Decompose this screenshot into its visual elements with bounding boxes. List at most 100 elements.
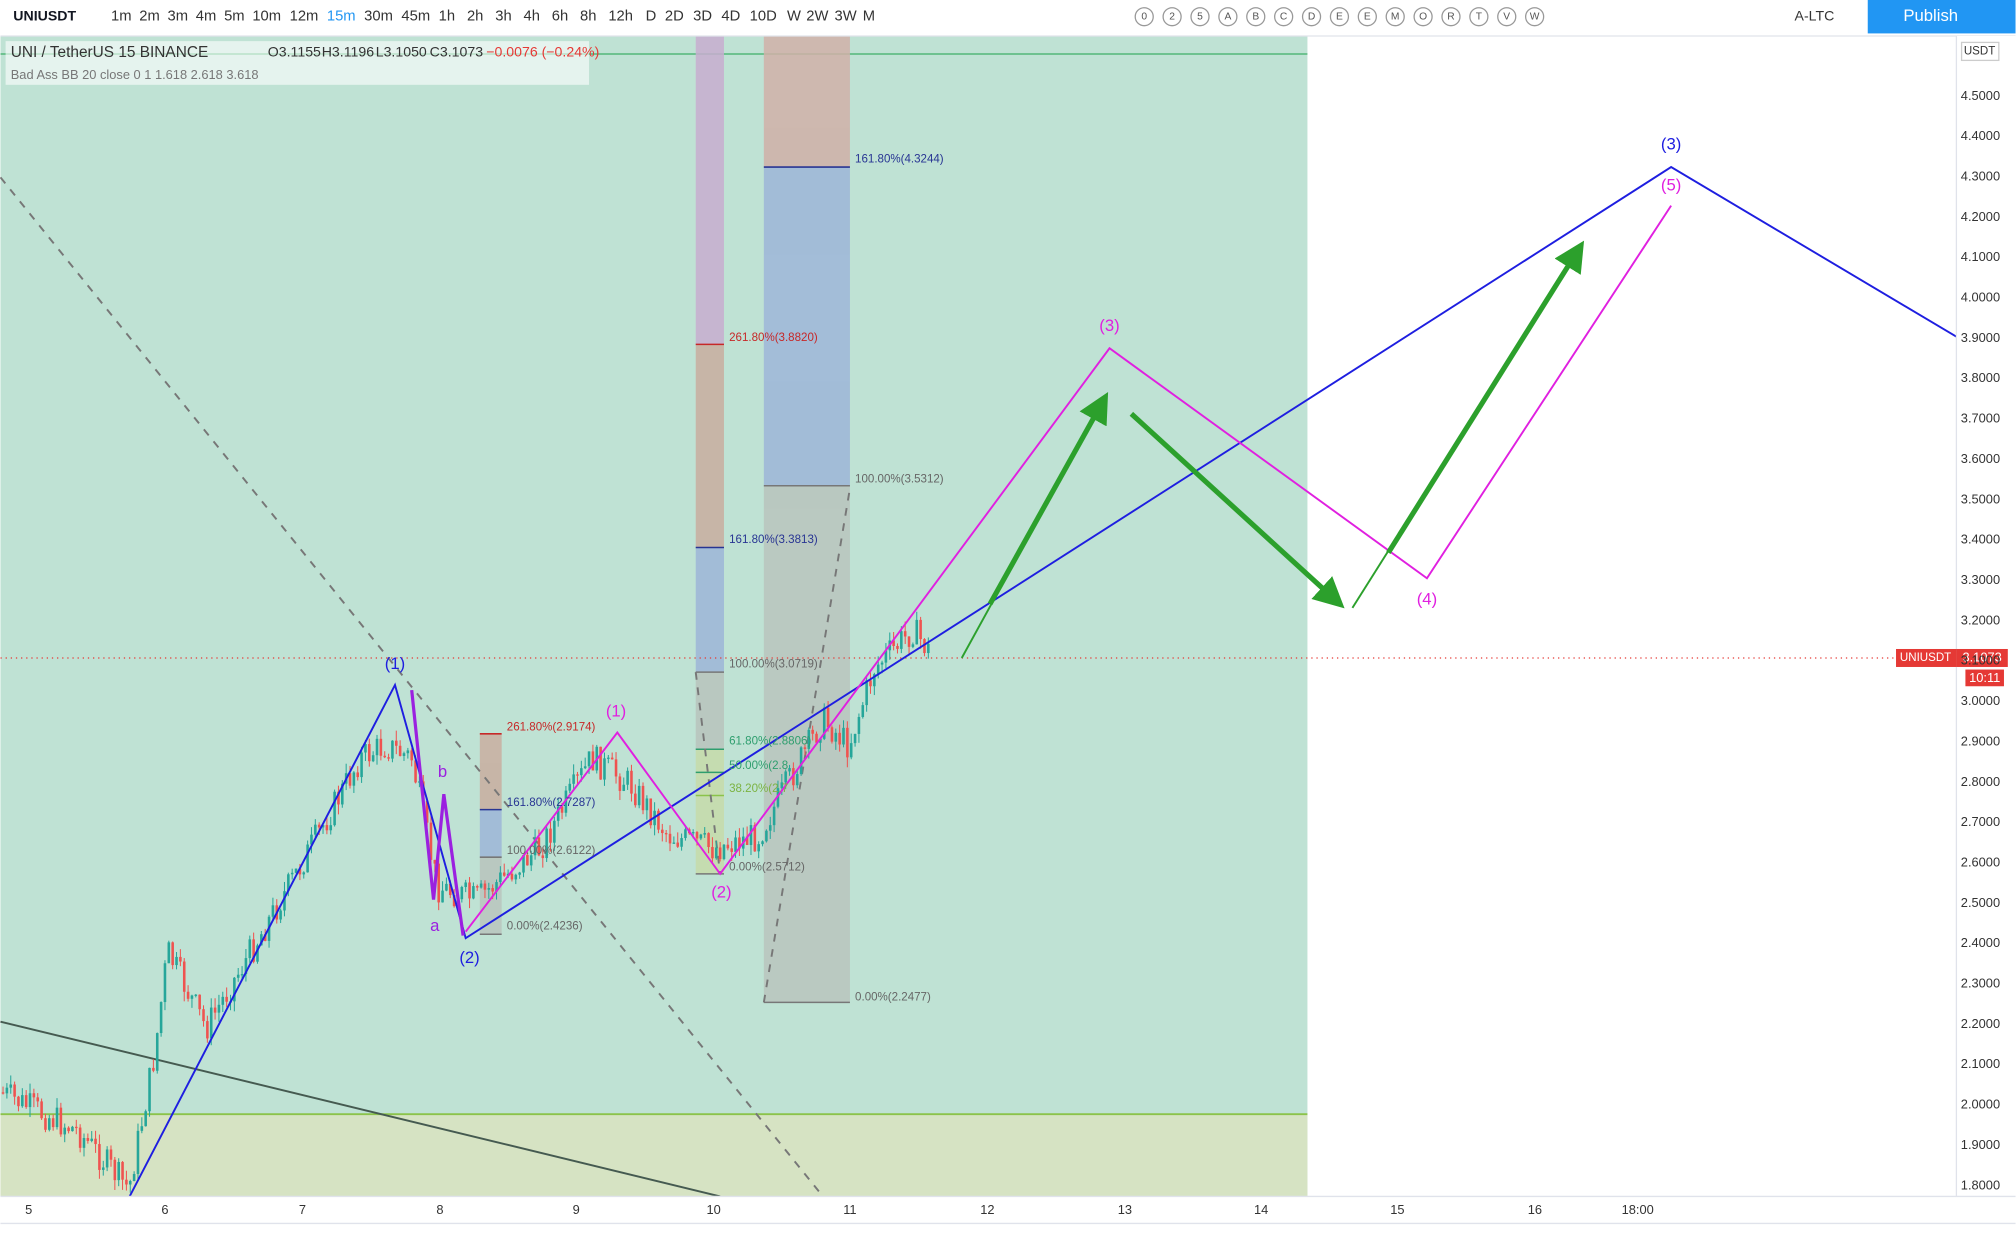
candle-body — [718, 847, 722, 859]
interval-button[interactable]: 3h — [495, 9, 511, 25]
candle-body — [337, 791, 340, 805]
candle-body — [317, 824, 321, 828]
study-letter[interactable]: W — [1530, 11, 1540, 22]
price-tick-label: 4.0000 — [1961, 290, 2000, 305]
candle-body — [82, 1138, 86, 1148]
interval-button[interactable]: 4m — [196, 9, 217, 25]
candle-body — [591, 751, 595, 771]
study-letter[interactable]: O — [1419, 11, 1427, 22]
interval-button[interactable]: 5m — [224, 9, 245, 25]
interval-button[interactable]: 30m — [364, 9, 393, 25]
interval-button[interactable]: 2W — [806, 9, 828, 25]
study-letter[interactable]: T — [1476, 11, 1483, 22]
study-button — [1441, 7, 1461, 27]
price-tick-label: 3.5000 — [1961, 491, 2000, 506]
interval-button[interactable]: 2h — [467, 9, 483, 25]
publish-label[interactable]: Publish — [1903, 6, 1958, 25]
fib-label: 100.00%(2.6122) — [507, 845, 596, 857]
interval-button[interactable]: W — [787, 9, 801, 25]
interval-button[interactable]: 2D — [665, 9, 684, 25]
study-letter[interactable]: 0 — [1141, 11, 1147, 22]
study-letter[interactable]: 5 — [1197, 11, 1203, 22]
interval-button[interactable]: 2m — [139, 9, 160, 25]
candle-body — [784, 771, 787, 783]
candle-body — [17, 1096, 20, 1107]
interval-button[interactable]: 8h — [580, 9, 596, 25]
study-letter[interactable]: 2 — [1169, 11, 1175, 22]
candle-body — [892, 640, 895, 647]
study-button — [1469, 7, 1489, 27]
time-tick-label: 9 — [573, 1202, 580, 1217]
study-letter[interactable]: A — [1224, 11, 1231, 22]
price-tick-label: 4.4000 — [1961, 128, 2000, 143]
symbol[interactable]: UNIUSDT — [13, 7, 76, 23]
candle-body — [495, 882, 498, 892]
interval-button[interactable]: D — [646, 9, 657, 25]
study-letter[interactable]: E — [1364, 11, 1371, 22]
candle-body — [657, 810, 660, 830]
candle-body — [714, 847, 718, 859]
fib-label: 0.00%(2.4236) — [507, 921, 583, 933]
price-tick-label: 4.3000 — [1961, 168, 2000, 183]
candle-body — [472, 886, 475, 899]
candle-body — [722, 844, 726, 859]
interval-button[interactable]: 1h — [439, 9, 455, 25]
interval-button[interactable]: 4h — [524, 9, 540, 25]
candle-body — [452, 895, 456, 907]
candle-body — [252, 939, 255, 962]
candle-body — [772, 806, 776, 826]
candle-body — [67, 1127, 70, 1132]
study-letter[interactable]: R — [1447, 11, 1454, 22]
interval-button[interactable]: 1m — [111, 9, 132, 25]
candle-body — [217, 1004, 221, 1013]
candle-body — [371, 755, 375, 762]
candle-body — [240, 974, 244, 976]
trend-line — [0, 1020, 721, 1198]
candle-body — [553, 820, 556, 843]
time-tick-label: 12 — [980, 1202, 994, 1217]
candle-body — [163, 963, 167, 1003]
interval-button[interactable]: 15m — [327, 9, 356, 25]
candle-body — [109, 1149, 113, 1160]
candle-body — [117, 1161, 120, 1181]
candle-body — [364, 744, 367, 753]
stop-zone — [0, 1114, 1308, 1197]
study-letter[interactable]: D — [1308, 11, 1315, 22]
interval-button[interactable]: 12h — [608, 9, 633, 25]
interval-button[interactable]: 12m — [290, 9, 319, 25]
study-button — [1329, 7, 1350, 27]
candle-body — [402, 753, 406, 756]
study-letter[interactable]: V — [1503, 11, 1510, 22]
watchlist[interactable]: A-LTC — [1795, 7, 1835, 23]
price-tag — [1965, 669, 2004, 687]
currency-box[interactable] — [1960, 41, 2000, 62]
study-button — [1162, 7, 1182, 27]
time-axis — [0, 1196, 2016, 1235]
interval-button[interactable]: 3W — [835, 9, 857, 25]
price-tick-label: 4.5000 — [1961, 88, 2000, 103]
publish-button[interactable] — [1867, 0, 2016, 34]
candle-body — [780, 782, 784, 789]
study-letter[interactable]: C — [1280, 11, 1288, 22]
candle-body — [533, 837, 537, 856]
interval-button[interactable]: 10D — [750, 9, 777, 25]
interval-button[interactable]: 10m — [252, 9, 281, 25]
candle-body — [641, 785, 645, 811]
study-button — [1357, 7, 1377, 27]
candle-body — [302, 872, 306, 875]
candle-body — [155, 1033, 159, 1071]
candle-body — [213, 1007, 217, 1013]
interval-button[interactable]: 3m — [168, 9, 189, 25]
candle-body — [414, 760, 417, 783]
interval-button[interactable]: 6h — [552, 9, 568, 25]
study-letter[interactable]: B — [1252, 11, 1259, 22]
interval-button[interactable]: 45m — [401, 9, 430, 25]
interval-button[interactable]: M — [863, 9, 875, 25]
candle-body — [398, 745, 402, 756]
study-letter[interactable]: M — [1391, 11, 1400, 22]
interval-button[interactable]: 3D — [693, 9, 712, 25]
interval-button[interactable]: 4D — [721, 9, 740, 25]
candle-body — [842, 727, 845, 745]
time-tick-label: 18:00 — [1622, 1202, 1654, 1217]
study-letter[interactable]: E — [1336, 11, 1343, 22]
